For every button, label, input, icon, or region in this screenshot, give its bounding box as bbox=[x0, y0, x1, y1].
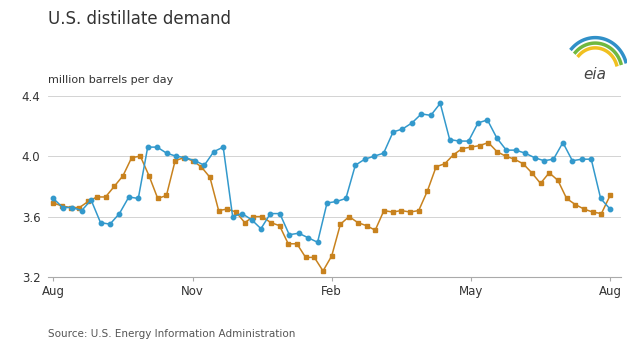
2016-17  4-wk. Avg. bbox=[314, 240, 321, 244]
2016-17  4-wk. Avg. bbox=[606, 207, 614, 211]
2016-17  4-wk. Avg. bbox=[191, 159, 199, 163]
2016-17  4-wk. Avg. bbox=[436, 101, 444, 105]
2015-16  4-wk. Avg. bbox=[180, 156, 188, 160]
2015-16  4-wk. Avg. bbox=[545, 171, 553, 175]
2015-16  4-wk. Avg. bbox=[284, 242, 292, 246]
Text: U.S. distillate demand: U.S. distillate demand bbox=[48, 10, 231, 28]
Line: 2016-17  4-wk. Avg.: 2016-17 4-wk. Avg. bbox=[51, 101, 612, 245]
2016-17  4-wk. Avg. bbox=[238, 212, 246, 216]
2015-16  4-wk. Avg. bbox=[484, 141, 492, 145]
Text: million barrels per day: million barrels per day bbox=[48, 75, 173, 85]
2015-16  4-wk. Avg. bbox=[319, 269, 327, 273]
Line: 2015-16  4-wk. Avg.: 2015-16 4-wk. Avg. bbox=[51, 140, 612, 273]
2016-17  4-wk. Avg. bbox=[408, 121, 416, 125]
Text: eia: eia bbox=[584, 67, 607, 82]
2016-17  4-wk. Avg. bbox=[144, 145, 152, 149]
2015-16  4-wk. Avg. bbox=[49, 201, 57, 205]
2016-17  4-wk. Avg. bbox=[49, 196, 57, 200]
2016-17  4-wk. Avg. bbox=[210, 149, 218, 154]
Text: Source: U.S. Energy Information Administration: Source: U.S. Energy Information Administ… bbox=[48, 329, 296, 339]
2015-16  4-wk. Avg. bbox=[215, 209, 223, 213]
2016-17  4-wk. Avg. bbox=[229, 214, 237, 219]
2015-16  4-wk. Avg. bbox=[606, 193, 614, 197]
2015-16  4-wk. Avg. bbox=[346, 214, 353, 219]
2015-16  4-wk. Avg. bbox=[589, 210, 596, 214]
